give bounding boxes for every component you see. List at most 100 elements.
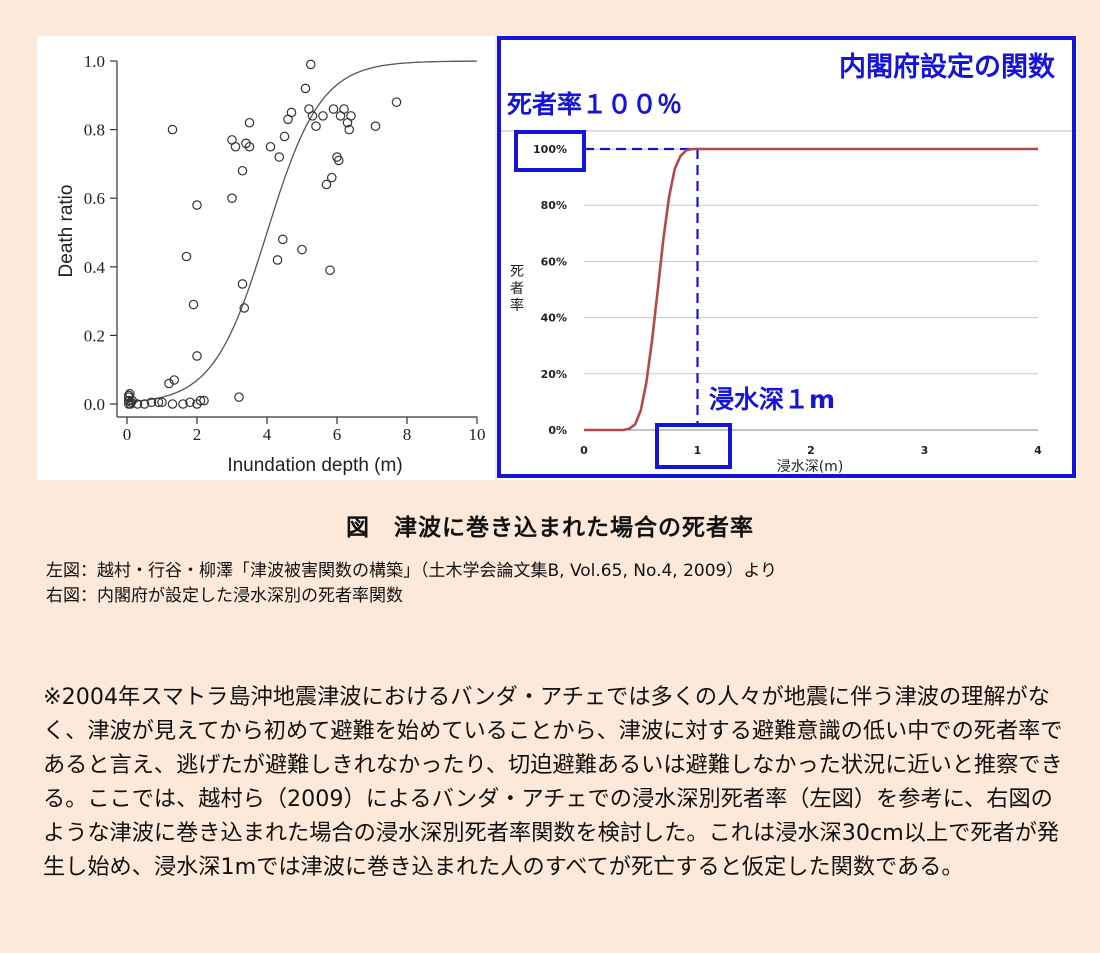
left-y-tick-label: 1.0	[84, 52, 105, 71]
left-data-point	[272, 255, 283, 265]
left-data-point	[265, 141, 276, 152]
right-x-tick-label: 2	[807, 444, 815, 457]
left-chart-ticks: 0 2 4 6 8 10 0.0 0.2 0.4 0.6 0.8 1.0	[84, 52, 486, 444]
left-chart-points	[123, 59, 402, 409]
right-panel-border	[497, 36, 1076, 478]
source-right: 右図：内閣府が設定した浸水深別の死者率関数	[46, 586, 403, 606]
left-x-tick-label: 6	[333, 425, 342, 444]
left-data-point	[244, 117, 255, 128]
left-data-point	[132, 399, 143, 409]
right-chart-panel: 0% 20% 40% 60% 80% 100% 0 1 2 3 4 内閣府設定の関数 死者率１００％…	[497, 36, 1077, 480]
left-data-point	[274, 152, 285, 162]
left-data-point	[300, 83, 311, 94]
left-data-point	[199, 395, 209, 406]
left-x-tick-label: 4	[263, 425, 272, 444]
left-y-tick-label: 0.6	[84, 189, 105, 208]
left-chart-axes	[116, 61, 477, 418]
right-x-tick-label: 1	[694, 444, 702, 457]
left-data-point	[277, 234, 288, 245]
left-scatter-chart: 0 2 4 6 8 10 0.0 0.2 0.4 0.6 0.8 1.0 Inundation dep…	[37, 36, 495, 480]
right-y-tick-label: 80%	[541, 199, 567, 212]
right-y-tick-label: 20%	[541, 368, 567, 381]
left-data-point	[167, 399, 178, 409]
left-data-point	[188, 299, 199, 310]
right-chart-y-axis-label: 死者率	[510, 264, 524, 314]
left-chart-y-axis-label: Death ratio	[56, 185, 77, 278]
left-y-tick-label: 0.0	[84, 395, 105, 414]
source-left: 左図：越村・行谷・柳澤「津波被害関数の構築」（土木学会論文集B, Vol.65,…	[46, 561, 778, 581]
left-data-point	[195, 395, 206, 406]
left-data-point	[153, 397, 164, 408]
left-data-point	[181, 251, 192, 262]
left-data-point	[239, 303, 250, 313]
annotation-depth-1m: 浸水深１m	[709, 385, 835, 414]
left-data-point	[297, 244, 307, 255]
highlight-box-100	[514, 130, 586, 172]
right-y-axis-label-char: 者	[510, 281, 524, 297]
left-data-point	[305, 59, 316, 70]
left-data-point	[237, 279, 248, 289]
right-panel-title: 内閣府設定の関数	[839, 51, 1056, 83]
left-chart-fit-curve	[126, 60, 477, 403]
left-y-tick-label: 0.4	[84, 258, 106, 277]
left-data-point	[157, 397, 167, 408]
left-data-point	[178, 399, 188, 409]
left-data-point	[339, 104, 349, 114]
left-data-point	[167, 124, 178, 135]
left-chart-background	[37, 36, 495, 480]
left-data-point	[328, 104, 339, 114]
explanatory-note: ※2004年スマトラ島沖地震津波におけるバンダ・アチェでは多くの人々が地震に伴う…	[43, 684, 1063, 880]
right-y-axis-label-char: 死	[510, 264, 524, 280]
left-data-point	[344, 124, 355, 135]
left-data-point	[244, 141, 255, 152]
left-data-point	[241, 138, 251, 149]
left-data-point	[234, 392, 244, 402]
left-data-point	[391, 97, 402, 107]
left-data-point	[164, 378, 174, 389]
figure-caption: 図 津波に巻き込まれた場合の死者率	[346, 515, 754, 541]
left-x-tick-label: 0	[123, 425, 132, 444]
left-chart-x-axis-label: Inundation depth (m)	[227, 455, 402, 476]
right-y-tick-label: 100%	[533, 143, 567, 156]
left-data-point	[279, 131, 290, 142]
right-y-tick-label: 40%	[541, 312, 567, 325]
right-chart-ticks: 0% 20% 40% 60% 80% 100% 0 1 2 3 4	[533, 143, 1042, 457]
right-chart-x-axis-label: 浸水深(m)	[777, 459, 844, 475]
right-panel-background	[497, 36, 1077, 480]
right-y-tick-label: 60%	[541, 255, 567, 268]
left-data-point	[321, 179, 332, 190]
left-x-tick-label: 10	[469, 425, 486, 444]
left-data-point	[192, 351, 202, 361]
left-data-point	[185, 397, 195, 408]
right-y-axis-label-char: 率	[510, 297, 524, 314]
left-data-point	[127, 395, 138, 406]
right-x-tick-label: 3	[921, 444, 929, 457]
left-data-point	[307, 111, 318, 121]
right-y-tick-label: 0%	[548, 424, 567, 437]
left-data-point	[146, 397, 157, 408]
left-data-point	[139, 399, 150, 409]
left-data-point	[126, 397, 136, 408]
left-data-point	[286, 107, 297, 118]
right-x-tick-label: 0	[580, 444, 588, 457]
left-data-point	[192, 200, 202, 210]
right-chart-series-line	[584, 147, 1038, 432]
left-data-point	[169, 375, 180, 385]
left-x-tick-label: 8	[403, 425, 412, 444]
left-data-point	[325, 265, 335, 276]
left-y-tick-label: 0.8	[84, 121, 105, 140]
left-y-tick-label: 0.2	[84, 326, 105, 345]
left-data-point	[326, 172, 337, 183]
annotation-death-100: 死者率１００％	[507, 90, 682, 119]
left-data-point	[237, 165, 248, 176]
left-data-point	[333, 155, 344, 166]
highlight-box-1m	[655, 423, 732, 469]
left-data-point	[311, 121, 321, 131]
right-x-tick-label: 4	[1034, 444, 1042, 457]
left-x-tick-label: 2	[193, 425, 202, 444]
left-data-point	[318, 111, 328, 121]
right-chart-dashed-guides	[584, 147, 699, 424]
left-data-point	[370, 121, 381, 131]
left-data-point	[227, 193, 237, 203]
left-data-point	[346, 111, 356, 121]
